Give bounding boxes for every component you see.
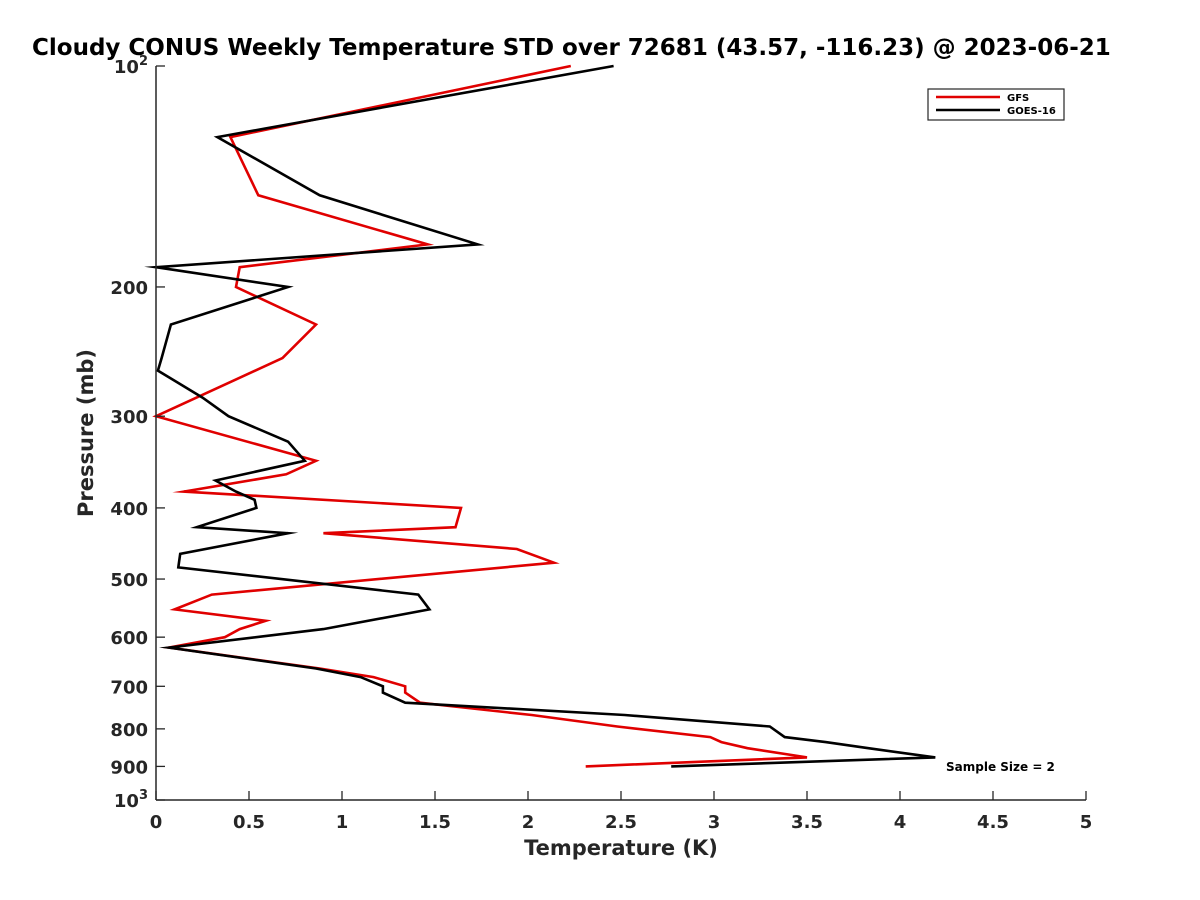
x-tick-label: 1 <box>336 812 349 833</box>
y-tick-label: 600 <box>110 628 148 649</box>
x-tick-label: 0.5 <box>233 812 265 833</box>
x-tick-label: 3 <box>708 812 721 833</box>
y-tick-label: 200 <box>110 278 148 299</box>
y-tick-label: 900 <box>110 757 148 778</box>
x-tick-label: 2.5 <box>605 812 637 833</box>
x-tick-label: 2 <box>522 812 535 833</box>
x-axis-label: Temperature (K) <box>524 836 718 860</box>
x-ticks: 0 0.5 1 1.5 2 2.5 3 3.5 4 4.5 5 <box>150 791 1093 833</box>
y-axis-label: Pressure (mb) <box>74 349 98 517</box>
legend-box <box>927 88 1065 121</box>
y-tick-label: 102 <box>114 54 148 78</box>
series-line-gfs <box>152 64 808 768</box>
x-tick-label: 4 <box>894 812 907 833</box>
y-ticks: 102 200 300 400 500 600 700 800 900 103 <box>110 54 165 812</box>
series-layer <box>144 64 936 768</box>
x-tick-label: 4.5 <box>977 812 1009 833</box>
y-tick-label: 500 <box>110 570 148 591</box>
legend-label-gfs: GFS <box>1007 93 1029 104</box>
series-line-goes16 <box>144 64 936 768</box>
y-tick-label: 700 <box>110 677 148 698</box>
y-tick-label: 300 <box>110 407 148 428</box>
chart-title: Cloudy CONUS Weekly Temperature STD over… <box>32 35 1111 61</box>
sample-size-annotation: Sample Size = 2 <box>946 760 1055 774</box>
x-tick-label: 1.5 <box>419 812 451 833</box>
x-tick-label: 3.5 <box>791 812 823 833</box>
y-tick-label: 800 <box>110 720 148 741</box>
y-tick-label: 400 <box>110 499 148 520</box>
legend-label-goes16: GOES-16 <box>1007 106 1056 117</box>
x-tick-label: 5 <box>1080 812 1093 833</box>
y-tick-label: 103 <box>114 788 148 812</box>
x-tick-label: 0 <box>150 812 163 833</box>
legend: GFS GOES-16 <box>927 88 1065 121</box>
axes: 0 0.5 1 1.5 2 2.5 3 3.5 4 4.5 5 102 200 300 400 500 600… <box>110 54 1092 833</box>
